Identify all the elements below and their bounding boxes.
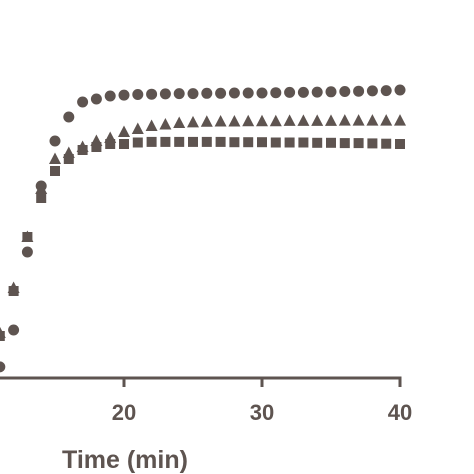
point: [36, 193, 47, 203]
point: [228, 87, 240, 99]
point: [270, 87, 282, 99]
x-tick-label: 30: [250, 400, 274, 425]
point: [159, 118, 172, 130]
point: [91, 142, 102, 152]
point: [380, 85, 392, 97]
point: [50, 166, 60, 176]
point: [0, 331, 5, 341]
point: [90, 93, 102, 105]
point: [77, 145, 88, 155]
point: [187, 115, 199, 128]
point: [63, 154, 74, 164]
point: [146, 136, 157, 147]
point: [215, 136, 226, 147]
point: [104, 90, 116, 102]
point: [311, 86, 323, 98]
point: [325, 114, 337, 126]
point: [105, 139, 116, 149]
point: [146, 88, 158, 100]
point: [326, 137, 336, 148]
point: [284, 86, 296, 98]
point: [174, 136, 185, 147]
point: [201, 87, 213, 99]
point: [145, 119, 158, 131]
point: [339, 138, 350, 149]
point: [297, 86, 309, 98]
point: [352, 114, 365, 126]
x-axis-label: Time (min): [62, 446, 188, 474]
point: [242, 87, 254, 99]
point: [366, 85, 378, 97]
point: [339, 86, 351, 97]
point: [353, 138, 364, 149]
point: [131, 122, 144, 134]
point: [298, 137, 309, 148]
point: [367, 138, 378, 149]
point: [283, 114, 296, 126]
point: [257, 137, 267, 148]
point: [173, 88, 185, 100]
point: [201, 136, 212, 147]
point: [229, 137, 240, 148]
point: [49, 135, 61, 147]
point: [0, 361, 6, 373]
point: [118, 125, 130, 137]
point: [366, 114, 379, 126]
point: [228, 115, 241, 127]
point: [394, 114, 406, 126]
point: [338, 114, 351, 126]
point: [119, 139, 129, 149]
point: [187, 88, 199, 100]
point: [22, 232, 33, 242]
point: [118, 89, 130, 101]
point: [215, 87, 227, 99]
x-tick-label: 40: [388, 400, 412, 425]
point: [395, 139, 405, 149]
point: [394, 84, 406, 96]
point: [8, 324, 20, 336]
point: [21, 246, 33, 258]
point: [256, 87, 268, 99]
point: [325, 86, 337, 98]
point: [380, 114, 393, 126]
point: [297, 114, 310, 126]
point: [381, 138, 392, 149]
point: [159, 88, 171, 100]
point: [284, 137, 295, 148]
point: [35, 182, 48, 194]
point: [188, 136, 198, 147]
point: [63, 111, 75, 123]
point: [77, 96, 89, 108]
x-tick-label: 20: [112, 400, 136, 425]
point: [49, 152, 61, 164]
point: [243, 137, 254, 148]
point: [312, 137, 323, 148]
point: [132, 89, 144, 100]
point: [256, 114, 268, 127]
point: [200, 115, 213, 127]
point: [242, 114, 255, 127]
point: [160, 136, 171, 147]
point: [173, 116, 186, 128]
point: [8, 286, 19, 296]
point: [270, 137, 281, 148]
point: [353, 85, 365, 97]
point: [311, 114, 324, 126]
point: [132, 137, 143, 148]
point: [214, 115, 227, 127]
point: [269, 114, 282, 127]
